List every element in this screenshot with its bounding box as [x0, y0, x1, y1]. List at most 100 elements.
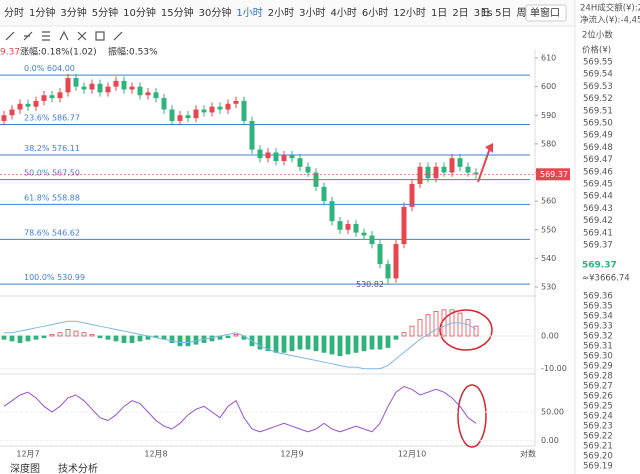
- interval-tab[interactable]: 1日: [431, 8, 447, 19]
- fib-ratio: 61.8%: [24, 193, 50, 202]
- toolbar-bg: [0, 0, 575, 26]
- candle-body: [9, 109, 15, 116]
- macd-bar: [193, 335, 199, 345]
- log-toggle[interactable]: 对数: [520, 449, 536, 459]
- interval-tab[interactable]: 5日: [495, 8, 511, 19]
- macd-bar: [273, 335, 279, 353]
- macd-bar: [313, 335, 319, 352]
- last-price: 569.37: [582, 261, 617, 271]
- candle-body: [377, 244, 383, 265]
- macd-bar: [57, 332, 63, 337]
- bid-price: 569.19: [583, 462, 613, 472]
- macd-bar: [305, 335, 311, 350]
- kdj-tick-label: 50.00: [541, 408, 564, 417]
- fib-ratio: 38.2%: [24, 144, 50, 153]
- ask-price: 569.44: [583, 192, 613, 202]
- annotation-circle: [439, 309, 493, 351]
- macd-bar: [209, 335, 215, 342]
- annotation-circle: [457, 384, 487, 448]
- macd-bar: [465, 319, 471, 337]
- fib-value: 558.88: [52, 193, 80, 202]
- macd-bar: [233, 333, 239, 337]
- candle-body: [137, 86, 143, 96]
- tick-toggle[interactable]: 1s: [481, 8, 493, 19]
- annotation-arrow: [477, 147, 491, 183]
- macd-bar: [65, 329, 71, 337]
- macd-bar: [1, 335, 7, 340]
- candle-body: [217, 106, 223, 110]
- macd-bar: [169, 335, 175, 343]
- macd-bar: [329, 335, 335, 355]
- macd-bar: [377, 335, 383, 350]
- macd-bar: [17, 335, 23, 343]
- interval-tab[interactable]: 4小时: [330, 7, 356, 19]
- fib-ratio: 78.6%: [24, 228, 50, 237]
- price-tick-label: 580: [541, 139, 556, 148]
- info-amplitude: 振幅:0.53%: [108, 46, 158, 58]
- macd-bar: [345, 335, 351, 355]
- macd-bar: [89, 333, 95, 337]
- fib-value: 546.62: [52, 228, 80, 237]
- bid-price: 569.22: [583, 432, 613, 442]
- candle-body: [417, 166, 423, 184]
- interval-tab[interactable]: 3分钟: [60, 6, 86, 19]
- price-header: 价格(¥): [582, 45, 611, 56]
- bid-price: 569.29: [583, 362, 613, 372]
- interval-tab[interactable]: 3日: [474, 8, 490, 19]
- interval-tab[interactable]: 12小时: [393, 7, 426, 19]
- interval-tab[interactable]: 15分钟: [161, 6, 194, 19]
- inflow: 净流入(¥):-4,451: [580, 15, 640, 26]
- price-tick-label: 540: [541, 254, 556, 263]
- window-button[interactable]: [525, 4, 567, 22]
- candle-body: [33, 100, 39, 107]
- fib-ratio: 0.0%: [24, 64, 45, 73]
- interval-tab[interactable]: 5分钟: [92, 6, 118, 19]
- interval-tab[interactable]: 6小时: [362, 7, 388, 19]
- candle-body: [457, 158, 463, 167]
- bid-price: 569.32: [583, 332, 613, 342]
- macd-bar: [281, 335, 287, 353]
- footer-tab[interactable]: 深度图: [10, 462, 40, 474]
- macd-bar: [393, 335, 399, 340]
- window-label[interactable]: 单窗口: [530, 6, 560, 19]
- macd-bar: [137, 335, 143, 342]
- interval-tab[interactable]: 30分钟: [199, 6, 232, 19]
- candle-body: [73, 78, 79, 87]
- decimals[interactable]: 2位小数: [582, 30, 613, 41]
- macd-bar: [289, 335, 295, 352]
- candle-body: [241, 100, 247, 121]
- footer-tab[interactable]: 技术分析: [58, 462, 98, 474]
- fib-label: 23.6% 586.77: [24, 113, 80, 122]
- macd-bar: [9, 335, 15, 342]
- macd-tick-label: 0.00: [541, 332, 559, 341]
- bid-price: 569.36: [583, 292, 613, 302]
- interval-tab[interactable]: 2日: [452, 8, 468, 19]
- candle-body: [97, 83, 103, 93]
- candle-body: [305, 166, 311, 173]
- price-tick-label: 530: [541, 283, 556, 292]
- candle-body: [345, 224, 351, 230]
- candle-body: [161, 98, 167, 110]
- candle-body: [233, 100, 239, 104]
- fib-ratio: 50.0%: [24, 168, 50, 177]
- bid-price: 569.24: [583, 412, 613, 422]
- interval-tab[interactable]: 1小时: [236, 7, 262, 19]
- macd-bar: [33, 335, 39, 340]
- interval-tab[interactable]: 2小时: [268, 7, 294, 19]
- candle-body: [433, 166, 439, 179]
- interval-tab[interactable]: 3小时: [299, 7, 325, 19]
- info-price: 9.37: [0, 48, 20, 58]
- drawing-tools[interactable]: [5, 30, 123, 41]
- candle-body: [177, 115, 183, 121]
- interval-tab[interactable]: 1分钟: [29, 6, 55, 19]
- bid-price: 569.28: [583, 372, 613, 382]
- interval-tab[interactable]: 10分钟: [123, 6, 156, 19]
- macd-bar: [457, 312, 463, 337]
- macd-bar: [441, 309, 447, 337]
- fib-ratio: 23.6%: [24, 113, 50, 122]
- macd-bar: [361, 335, 367, 352]
- ask-price: 569.51: [583, 106, 613, 116]
- macd-bar: [433, 311, 439, 337]
- interval-tab[interactable]: 分时: [4, 7, 24, 19]
- candle-body: [353, 224, 359, 233]
